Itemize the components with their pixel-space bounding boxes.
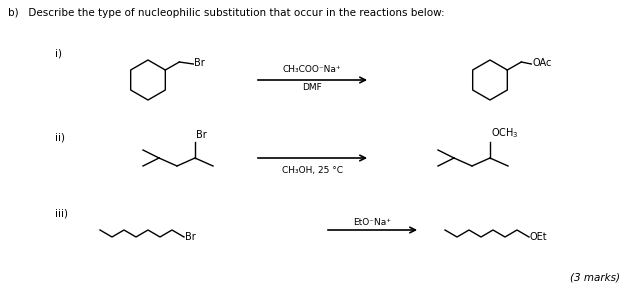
Text: Br: Br [195,58,205,68]
Text: Br: Br [196,130,207,140]
Text: $\mathregular{OCH_3}$: $\mathregular{OCH_3}$ [491,126,518,140]
Text: EtO⁻Na⁺: EtO⁻Na⁺ [353,218,391,227]
Text: i): i) [55,48,62,58]
Text: ii): ii) [55,133,65,143]
Text: b)   Describe the type of nucleophilic substitution that occur in the reactions : b) Describe the type of nucleophilic sub… [8,8,445,18]
Text: iii): iii) [55,208,68,218]
Text: Br: Br [185,232,196,242]
Text: CH₃COO⁻Na⁺: CH₃COO⁻Na⁺ [283,65,341,74]
Text: OAc: OAc [532,58,552,68]
Text: CH₃OH, 25 °C: CH₃OH, 25 °C [282,166,342,175]
Text: DMF: DMF [302,83,322,92]
Text: (3 marks): (3 marks) [570,272,620,282]
Text: OEt: OEt [530,232,548,242]
